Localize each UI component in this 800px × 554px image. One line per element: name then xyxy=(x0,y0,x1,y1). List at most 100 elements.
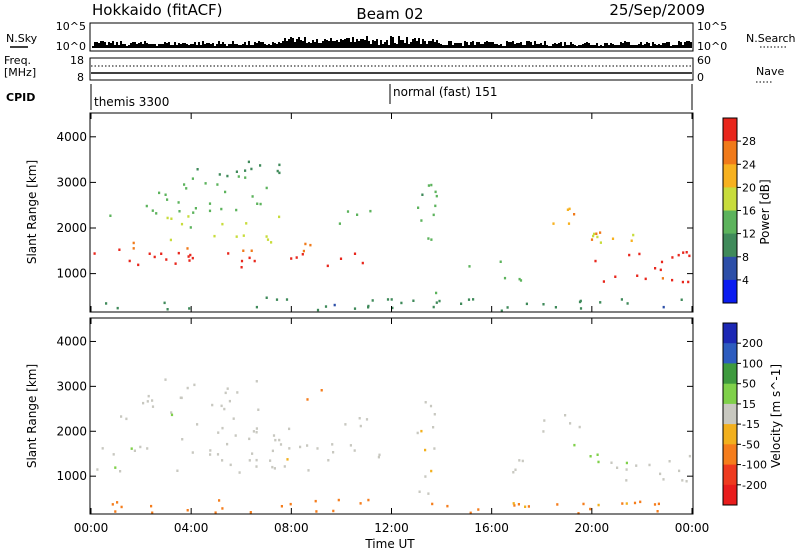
nsky-bar xyxy=(152,44,154,48)
nsky-bar xyxy=(104,42,106,48)
nsky-bar xyxy=(530,42,532,48)
range-cell xyxy=(146,400,149,403)
colorbar-segment xyxy=(723,444,737,465)
nsky-bar xyxy=(416,41,418,48)
freq-panel-frame xyxy=(89,57,694,81)
range-cell xyxy=(577,512,580,515)
range-cell xyxy=(420,429,423,433)
range-cell xyxy=(151,405,155,408)
range-cell xyxy=(221,507,224,510)
nsky-bar xyxy=(218,41,220,48)
nsky-bar xyxy=(228,44,230,48)
nsky-bar xyxy=(460,43,462,48)
range-cell xyxy=(273,467,276,470)
nsky-bar xyxy=(490,42,492,48)
nsky-bar xyxy=(634,45,636,48)
range-cell xyxy=(226,174,229,178)
range-cell xyxy=(224,190,227,194)
range-cell xyxy=(101,447,104,450)
range-cell xyxy=(418,490,421,493)
nsky-bar xyxy=(430,41,432,48)
nsky-bar xyxy=(314,42,316,48)
range-cell xyxy=(235,208,238,212)
range-cell xyxy=(208,209,212,213)
time-tick-label: 16:00 xyxy=(474,521,509,535)
nsky-bar xyxy=(264,44,266,48)
nsky-bar xyxy=(262,42,264,48)
nsky-bar xyxy=(572,44,574,48)
freq-tick-bottom: 8 xyxy=(77,71,84,84)
nsky-bar xyxy=(672,45,674,48)
nsky-bar xyxy=(110,43,112,48)
range-cell xyxy=(554,306,557,309)
nsky-bar xyxy=(468,45,470,48)
range-cell xyxy=(525,302,528,306)
nsky-bar xyxy=(354,42,356,48)
range-cell xyxy=(369,209,372,213)
nsky-bar xyxy=(426,44,428,48)
nsky-bar xyxy=(178,43,180,48)
nsky-bar xyxy=(320,43,322,48)
nsky-bar xyxy=(492,42,494,48)
nsky-bar xyxy=(656,45,658,48)
nsky-bar xyxy=(106,45,108,48)
nsky-bar xyxy=(576,46,578,48)
nsky-bar xyxy=(620,42,622,48)
nsky-bar xyxy=(140,42,142,48)
nsky-bar xyxy=(420,44,422,48)
colorbar-tick-label: -100 xyxy=(742,459,767,472)
nsky-bar xyxy=(424,41,426,48)
range-cell xyxy=(469,511,472,515)
nsky-bar xyxy=(652,42,654,48)
nsearch-label: N.Search xyxy=(746,32,796,45)
range-cell xyxy=(216,453,220,456)
velocity-colorbar: 200 100 50 15 -15 -50 -100 -200 xyxy=(722,322,767,506)
nsky-bar xyxy=(678,41,680,48)
power-range-ticks: 1000 2000 3000 4000 xyxy=(56,130,693,281)
nsky-bar xyxy=(500,44,502,48)
range-cell xyxy=(625,479,628,482)
nsky-panel-frame xyxy=(89,22,694,52)
range-cell xyxy=(424,475,427,478)
nsky-bar xyxy=(552,44,554,48)
range-cell xyxy=(166,308,169,311)
range-cell xyxy=(188,259,191,262)
range-cell xyxy=(309,243,312,247)
range-cell xyxy=(656,510,659,513)
range-cell xyxy=(105,302,108,305)
nsky-bar xyxy=(158,44,160,48)
range-cell xyxy=(628,253,631,257)
nsky-bar xyxy=(590,45,592,48)
range-cell xyxy=(589,455,592,458)
nsky-bar xyxy=(666,42,668,48)
nsky-bar xyxy=(464,41,466,48)
nsky-bar xyxy=(236,44,238,48)
nsky-bar xyxy=(284,38,286,48)
range-cell xyxy=(543,419,546,422)
range-cell xyxy=(259,164,262,167)
range-cell xyxy=(671,256,674,259)
range-cell xyxy=(220,404,223,408)
range-cell xyxy=(420,219,423,222)
range-cell xyxy=(247,160,250,164)
range-cell xyxy=(427,184,430,187)
range-cell xyxy=(367,498,370,502)
nsky-bar xyxy=(540,43,542,48)
range-cell xyxy=(192,211,195,214)
nsky-bar xyxy=(224,44,226,48)
colorbar-tick-label: 15 xyxy=(742,398,756,411)
nsky-bar xyxy=(436,40,438,48)
nsky-bar xyxy=(450,41,452,48)
range-cell xyxy=(306,444,309,447)
range-cell xyxy=(435,301,438,304)
range-cell xyxy=(427,492,430,495)
nsky-bar xyxy=(400,40,402,48)
range-cell xyxy=(429,404,433,408)
range-cell xyxy=(638,252,641,256)
nsky-tick-bottom: 10^0 xyxy=(56,40,86,53)
nsky-bar xyxy=(122,44,124,48)
nsky-bar xyxy=(448,41,450,48)
nsky-bar xyxy=(664,43,666,48)
range-cell xyxy=(367,304,370,308)
range-cell xyxy=(265,235,268,238)
